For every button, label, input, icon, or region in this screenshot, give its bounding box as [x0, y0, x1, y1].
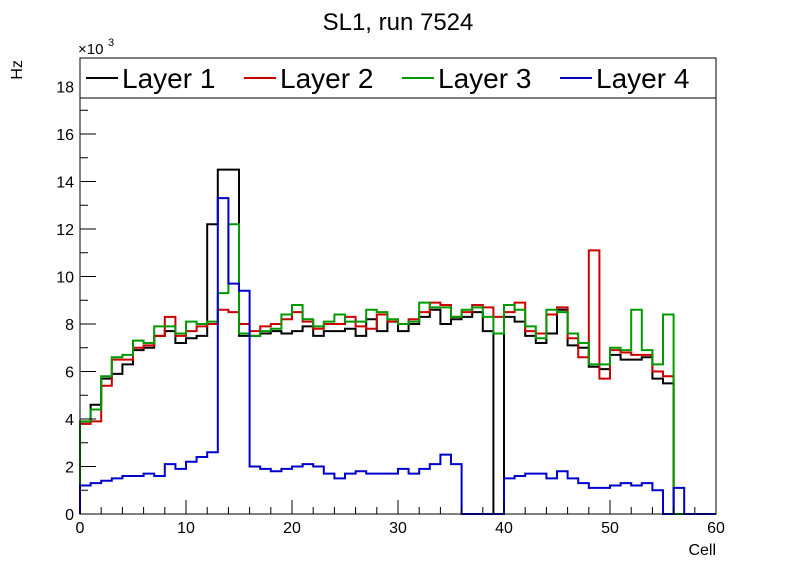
- legend-label-layer-4: Layer 4: [596, 63, 689, 94]
- legend-box: [79, 57, 717, 99]
- y-tick-label: 6: [65, 365, 74, 382]
- series-line-layer-2: [79, 249, 716, 515]
- y-tick-label: 14: [56, 175, 74, 192]
- x-axis: 0 10 20 30 40 50 60: [76, 500, 725, 537]
- x-tick-label: 60: [707, 520, 725, 537]
- series-line-layer-1: [79, 168, 716, 515]
- y-tick-label: 0: [65, 507, 74, 524]
- x-tick-label: 20: [283, 520, 301, 537]
- x-tick-label: 30: [389, 520, 407, 537]
- y-tick-label: 4: [65, 412, 74, 429]
- y-tick-label: 10: [56, 270, 74, 287]
- plot-frame: [79, 57, 717, 515]
- legend-label-layer-3: Layer 3: [438, 63, 531, 94]
- x-axis-label: Cell: [688, 542, 716, 559]
- y-tick-label: 12: [56, 222, 74, 239]
- legend-label-layer-1: Layer 1: [122, 63, 215, 94]
- y-tick-label: 16: [56, 127, 74, 144]
- y-multiplier-exponent: 3: [108, 37, 114, 49]
- x-tick-label: 0: [76, 520, 85, 537]
- series-line-layer-4: [79, 197, 716, 515]
- y-axis: 0 2 4 6 8 10 12 14 16 18: [56, 62, 96, 524]
- y-tick-label: 2: [65, 460, 74, 477]
- y-tick-label: 8: [65, 317, 74, 334]
- y-tick-label: 18: [56, 80, 74, 97]
- y-axis-label: Hz: [9, 60, 26, 80]
- y-multiplier: ×10 3: [78, 37, 114, 58]
- chart-title: SL1, run 7524: [323, 9, 474, 36]
- legend: Layer 1 Layer 2 Layer 3 Layer 4: [79, 57, 717, 99]
- x-tick-label: 40: [495, 520, 513, 537]
- y-multiplier-base: ×10: [78, 41, 103, 58]
- series-line-layer-3: [79, 223, 716, 515]
- x-tick-label: 50: [601, 520, 619, 537]
- legend-label-layer-2: Layer 2: [280, 63, 373, 94]
- x-tick-label: 10: [177, 520, 195, 537]
- series-group: [79, 168, 716, 515]
